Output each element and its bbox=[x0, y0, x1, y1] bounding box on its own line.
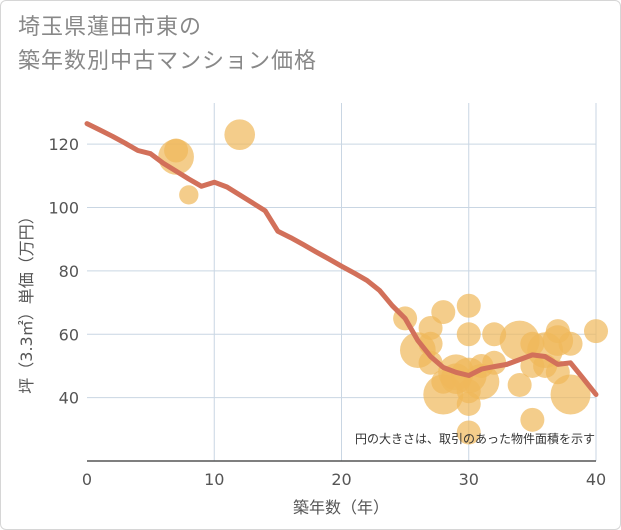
average-price-line bbox=[84, 121, 599, 397]
grid-lines bbox=[87, 103, 597, 461]
x-tick-label: 10 bbox=[204, 470, 224, 489]
bubble-point bbox=[520, 407, 545, 432]
bubble-point bbox=[550, 374, 591, 415]
bubble-size-note: 円の大きさは、取引のあった物件面積を示す bbox=[355, 431, 595, 446]
bubble-layer bbox=[158, 119, 608, 445]
bubble-point bbox=[456, 322, 481, 347]
x-tick-label: 30 bbox=[459, 470, 479, 489]
bubble-point bbox=[418, 350, 443, 375]
bubble-point bbox=[507, 372, 532, 397]
bubble-point bbox=[431, 300, 456, 325]
x-tick-label: 20 bbox=[331, 470, 351, 489]
chart-title-line2: 築年数別中古マンション価格 bbox=[18, 49, 318, 74]
y-tick-label: 60 bbox=[59, 325, 79, 344]
chart-title-line1: 埼玉県蓮田市東の bbox=[18, 15, 203, 40]
bubble-point bbox=[584, 319, 608, 344]
bubble-point bbox=[456, 293, 481, 318]
bubble-point bbox=[456, 420, 481, 445]
x-tick-label: 40 bbox=[586, 470, 606, 489]
bubble-point bbox=[224, 119, 256, 150]
y-tick-label: 100 bbox=[48, 199, 79, 218]
bubble-point bbox=[179, 185, 199, 205]
y-tick-labels: 40 60 80 100 120 bbox=[48, 135, 79, 407]
bubble-point bbox=[558, 331, 583, 356]
y-axis-label: 坪（3.3㎡）単価（万円） bbox=[17, 208, 36, 393]
bubble-point bbox=[164, 138, 189, 163]
y-tick-label: 80 bbox=[59, 262, 79, 281]
y-tick-label: 40 bbox=[59, 389, 79, 408]
y-tick-label: 120 bbox=[48, 135, 79, 154]
x-axis-label: 築年数（年） bbox=[293, 498, 389, 517]
x-tick-labels: 0 10 20 30 40 bbox=[82, 470, 606, 489]
x-tick-label: 0 bbox=[82, 470, 92, 489]
chart-title: 埼玉県蓮田市東の 築年数別中古マンション価格 bbox=[18, 11, 317, 79]
trend-line-layer bbox=[84, 121, 599, 397]
